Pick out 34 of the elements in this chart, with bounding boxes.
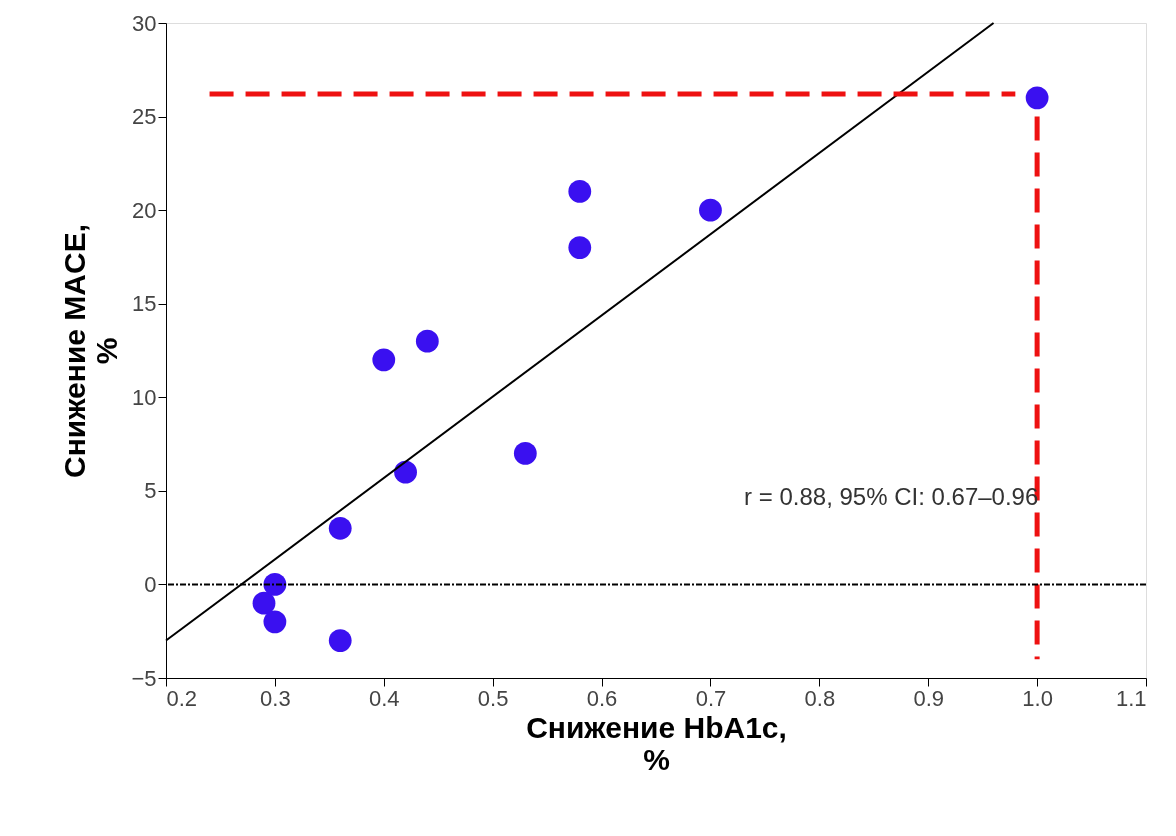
point [372,348,396,372]
y-tick-label: 15 [132,291,157,317]
x-tick-label: 0.8 [804,685,836,711]
x-tick-label: 1.1 [1115,685,1147,711]
x-tick-label: 0.9 [913,685,945,711]
y-tick-label: 25 [132,104,157,130]
x-tick-label: 0.4 [368,685,400,711]
x-tick-label: 0.5 [477,685,509,711]
point [415,329,439,353]
y-tick-label: 5 [144,478,157,504]
point [568,236,592,259]
y-tick-label: 0 [144,571,157,597]
x-tick-label: 0.3 [260,685,291,711]
x-axis-title: Снижение HbA1c, % [526,710,787,776]
point [252,591,276,615]
y-tick-label: 20 [132,197,157,223]
y-tick-label: 10 [132,384,157,410]
x-tick-label: 0.2 [166,685,198,711]
y-tick-label: 30 [132,10,157,36]
point [513,442,537,465]
y-tick-label: −5 [131,665,157,691]
point [263,573,287,596]
x-tick-label: 0.6 [586,685,618,711]
point [263,610,287,634]
x-tick-label: 0.7 [695,685,727,711]
point [699,198,722,222]
point [394,460,417,484]
point [1025,86,1049,110]
x-tick-label: 1.0 [1022,685,1053,711]
y-axis-title: Снижение MACE, % [58,223,124,479]
annotation: r = 0.88, 95% CI: 0.67–0.96 [744,482,1039,510]
point [328,516,352,540]
point [328,629,352,652]
point [568,180,592,203]
